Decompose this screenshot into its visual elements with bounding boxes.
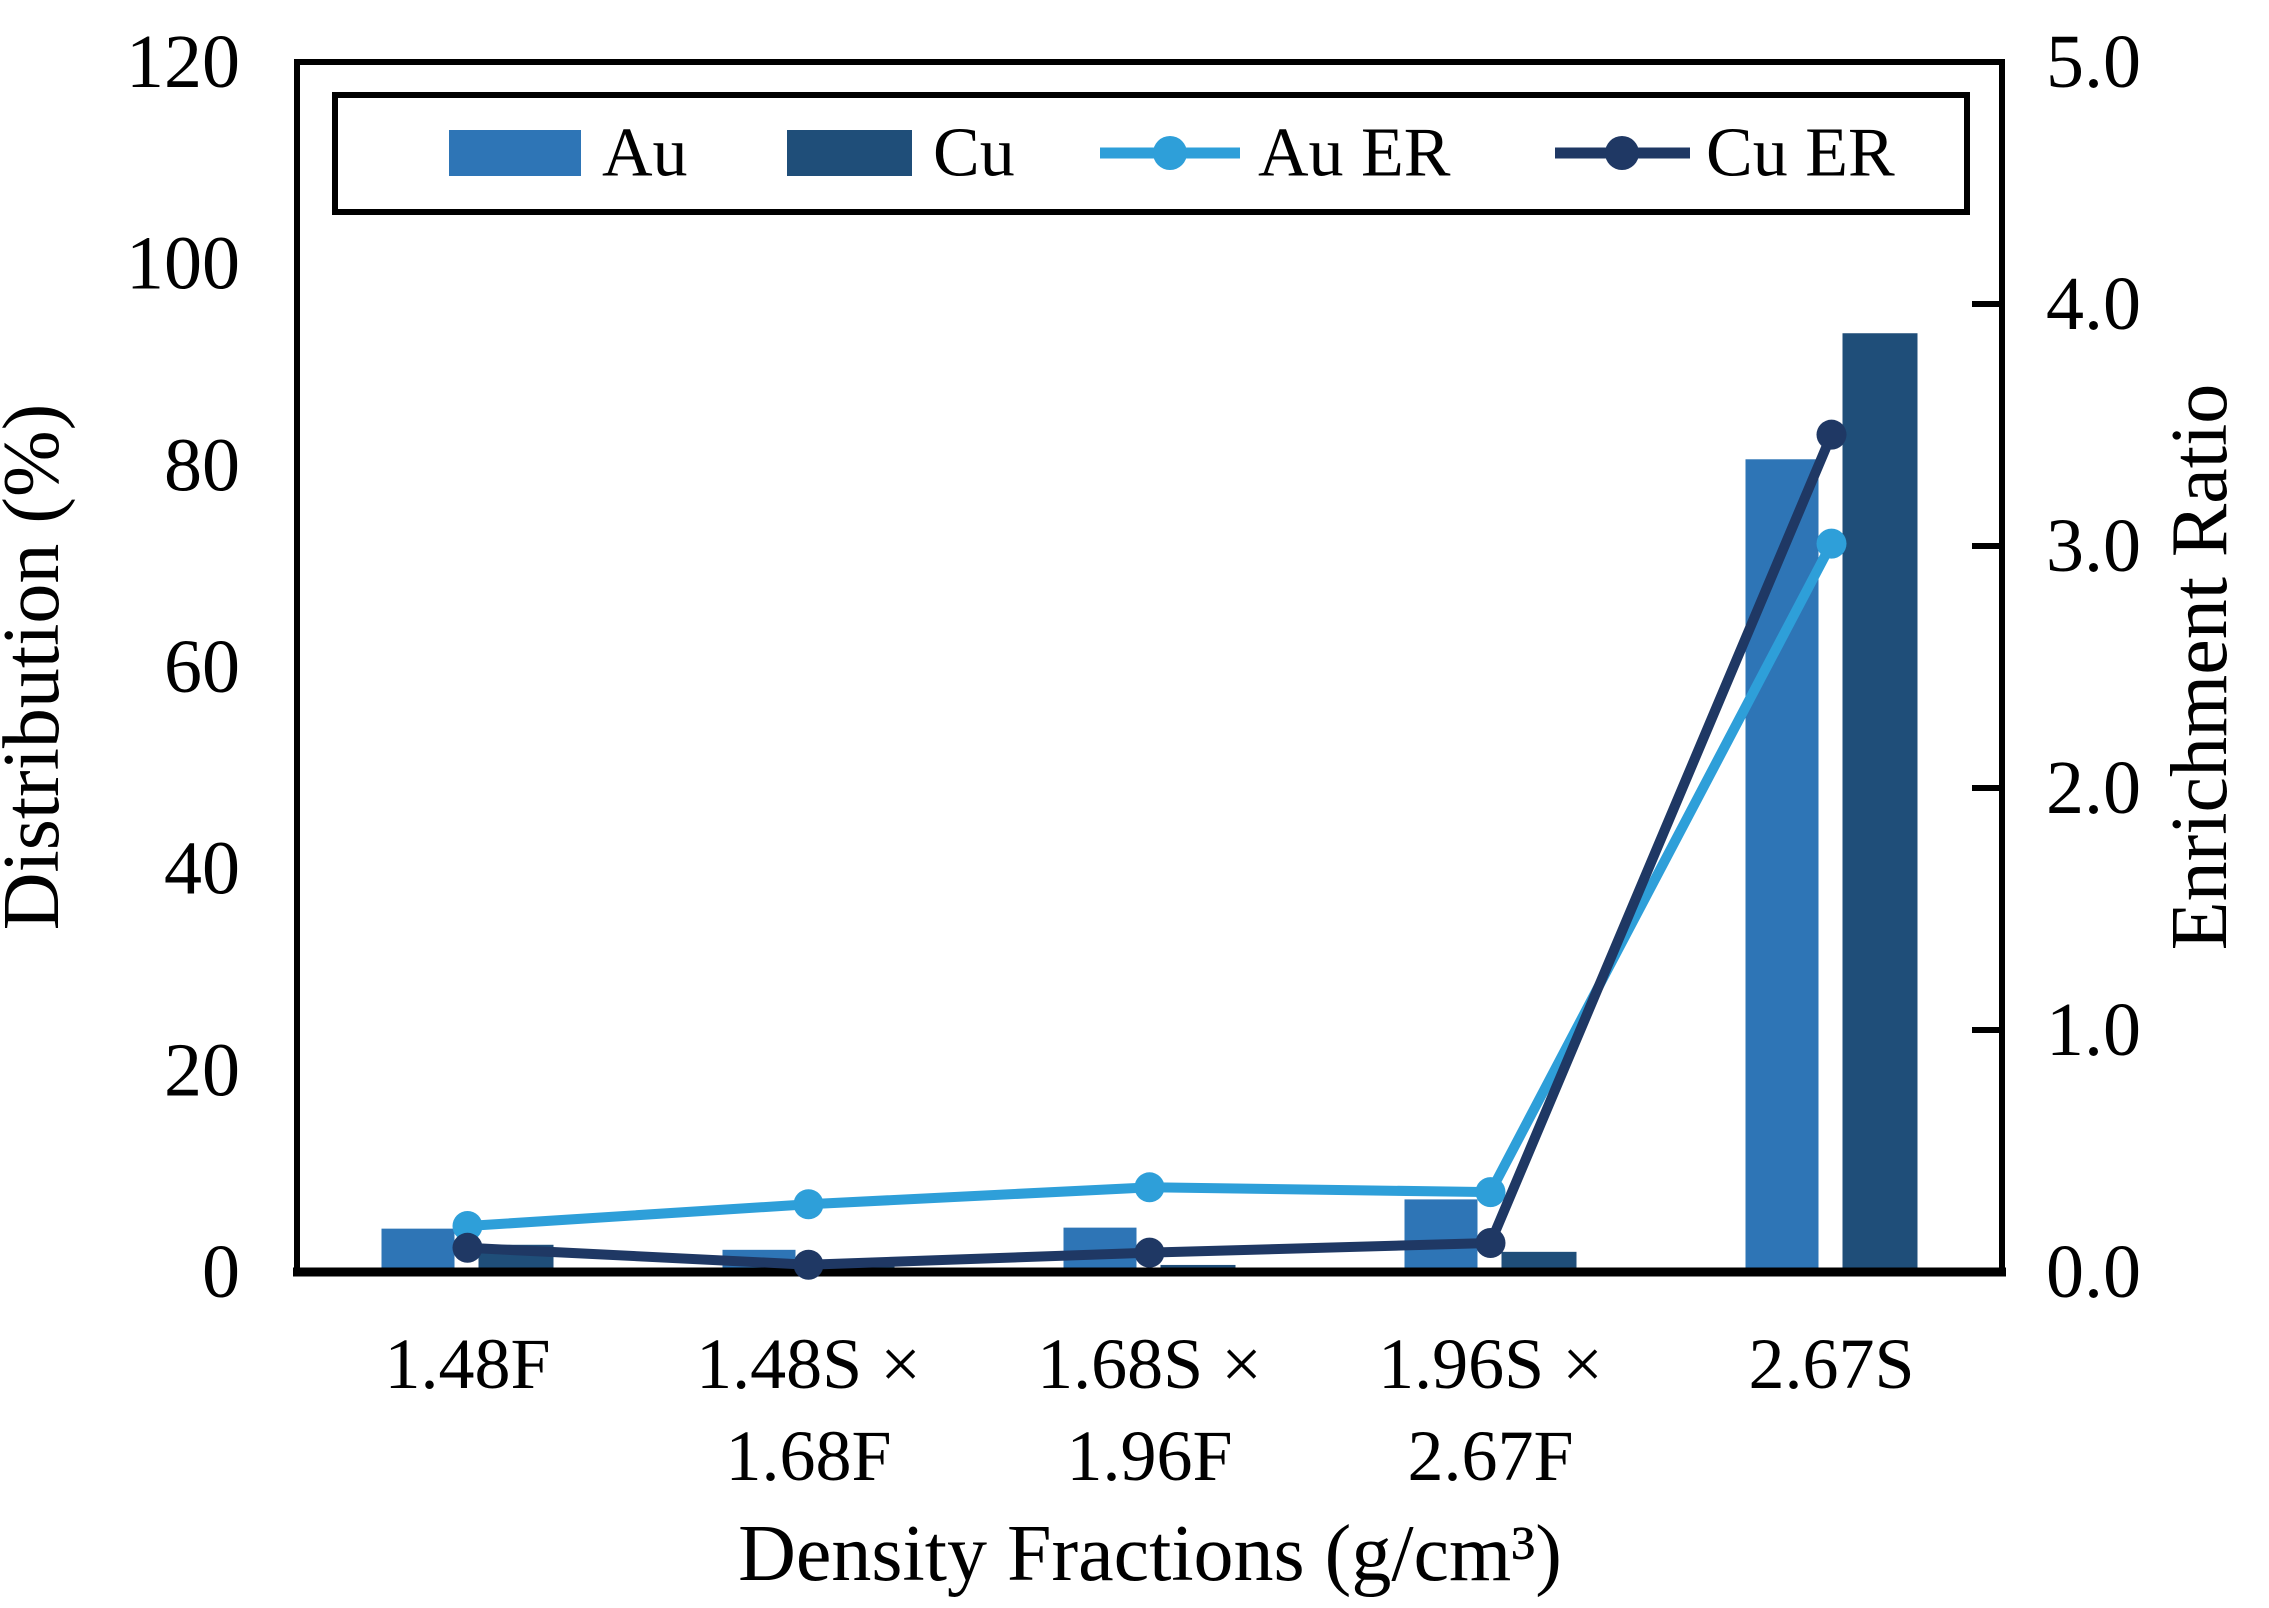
legend-marker-au-er (1153, 136, 1187, 170)
line-cu-er (467, 432, 1837, 1270)
marker-au-er-4 (1816, 528, 1847, 559)
left-tick-label: 40 (164, 827, 240, 911)
x-tick-label: 1.48F (384, 1324, 550, 1404)
left-tick-label: 100 (126, 222, 240, 306)
marker-cu-er-3 (1475, 1227, 1506, 1258)
right-tick-label: 5.0 (2046, 20, 2141, 104)
legend-swatch-au (449, 130, 581, 176)
legend-label-cu: Cu (933, 115, 1015, 192)
right-tick-label: 1.0 (2046, 988, 2141, 1072)
right-tick-label: 3.0 (2046, 504, 2141, 588)
bar-au-0 (381, 1228, 455, 1272)
legend-label-au: Au (602, 115, 688, 192)
x-axis-title: Density Fractions (g/cm³) (738, 1510, 1562, 1598)
x-tick-label: 1.96S × (1378, 1324, 1603, 1404)
x-tick-label: 1.68S × (1037, 1324, 1262, 1404)
legend-label-cu-er: Cu ER (1706, 115, 1895, 192)
x-tick-label: 1.68F (725, 1416, 891, 1496)
x-tick-label: 2.67S (1748, 1324, 1914, 1404)
right-tick-label: 0.0 (2046, 1230, 2141, 1314)
marker-au-er-2 (1134, 1172, 1165, 1203)
legend: Au Cu Au ER Cu ER (449, 115, 1895, 192)
marker-au-er-0 (452, 1211, 483, 1242)
marker-au-er-1 (793, 1189, 824, 1220)
x-tick-label: 2.67F (1407, 1416, 1573, 1496)
legend-box (332, 92, 1970, 215)
right-tick-label: 4.0 (2046, 262, 2141, 346)
bar-cu-3 (1501, 1251, 1577, 1272)
left-tick-label: 120 (126, 20, 240, 104)
line-au-er (467, 541, 1836, 1232)
bar-cu-4 (1842, 333, 1918, 1272)
bar-au-3 (1404, 1199, 1478, 1272)
marker-cu-er-0 (452, 1232, 483, 1263)
lines-layer (452, 419, 1847, 1280)
x-tick-label: 1.48S × (696, 1324, 921, 1404)
x-tick-label: 1.96F (1066, 1416, 1232, 1496)
marker-cu-er-1 (793, 1249, 824, 1280)
left-tick-label: 20 (164, 1028, 240, 1112)
bars-layer (381, 333, 1918, 1272)
ticks-layer: 0 20 40 60 80 100 120 0.0 1.0 2.0 3.0 4.0 5.0 1.48F 1.… (126, 20, 2141, 1496)
right-axis-title: Enrichment Ratio (2156, 384, 2244, 951)
legend-label-au-er: Au ER (1258, 115, 1451, 192)
left-tick-label: 60 (164, 625, 240, 709)
left-tick-label: 80 (164, 423, 240, 507)
marker-cu-er-2 (1134, 1237, 1165, 1268)
legend-swatch-cu (787, 130, 912, 176)
legend-marker-cu-er (1605, 136, 1639, 170)
left-axis-title: Distribution (%) (0, 404, 76, 931)
marker-au-er-3 (1475, 1177, 1506, 1208)
left-tick-label: 0 (202, 1230, 240, 1314)
marker-cu-er-4 (1816, 419, 1847, 450)
right-tick-label: 2.0 (2046, 746, 2141, 830)
